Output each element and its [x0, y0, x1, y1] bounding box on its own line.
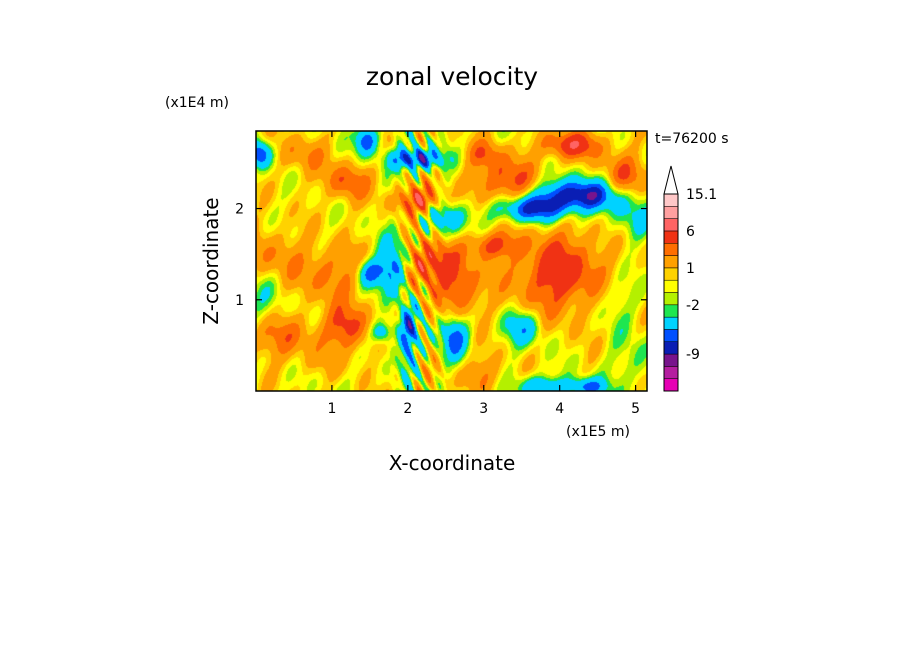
- chart-title: zonal velocity: [366, 62, 538, 91]
- x-tick-label: 5: [631, 401, 640, 417]
- y-axis-title: Z-coordinate: [199, 197, 223, 324]
- colorbar-label: 1: [686, 261, 695, 277]
- colorbar-frame: [663, 193, 679, 392]
- colorbar-swatch: [663, 218, 679, 232]
- plot-frame: [255, 130, 648, 392]
- x-scale-label: (x1E5 m): [566, 424, 630, 440]
- colorbar-swatch: [663, 316, 679, 330]
- colorbar-swatch: [663, 366, 679, 379]
- colorbar-label: 15.1: [686, 187, 717, 203]
- colorbar-swatch: [663, 255, 679, 269]
- colorbar-swatch: [663, 206, 679, 219]
- y-axis-ticks: 12: [235, 202, 647, 309]
- y-scale-label: (x1E4 m): [165, 95, 229, 111]
- colorbar-swatch: [663, 243, 679, 256]
- colorbar-label: 6: [686, 224, 695, 240]
- colorbar-arrow: [663, 165, 679, 195]
- colorbar-swatch: [663, 341, 679, 355]
- x-axis-title: X-coordinate: [389, 451, 516, 475]
- colorbar-swatch: [663, 292, 679, 306]
- colorbar-swatch: [663, 230, 679, 244]
- velocity-field: [256, 131, 647, 391]
- colorbar-swatch: [663, 378, 679, 392]
- x-tick-label: 2: [403, 401, 412, 417]
- colorbar-swatch: [663, 267, 679, 281]
- colorbar-swatch: [663, 279, 679, 293]
- time-label: t=76200 s: [655, 131, 729, 147]
- y-tick-label: 2: [235, 202, 244, 218]
- y-tick-label: 1: [235, 293, 244, 309]
- x-tick-label: 1: [327, 401, 336, 417]
- colorbar-swatch: [663, 353, 679, 367]
- x-tick-label: 3: [479, 401, 488, 417]
- colorbar-swatch: [663, 329, 679, 342]
- colorbar-label: -9: [686, 347, 700, 363]
- x-tick-label: 4: [555, 401, 564, 417]
- colorbar-label: -2: [686, 298, 700, 314]
- colorbar: 15.1 6 1 -2 -9: [663, 165, 717, 392]
- x-axis-ticks: 1 2 3 4 5: [327, 131, 640, 417]
- contour-plot: [255, 130, 648, 392]
- colorbar-swatch: [663, 304, 679, 318]
- colorbar-swatch: [663, 193, 679, 207]
